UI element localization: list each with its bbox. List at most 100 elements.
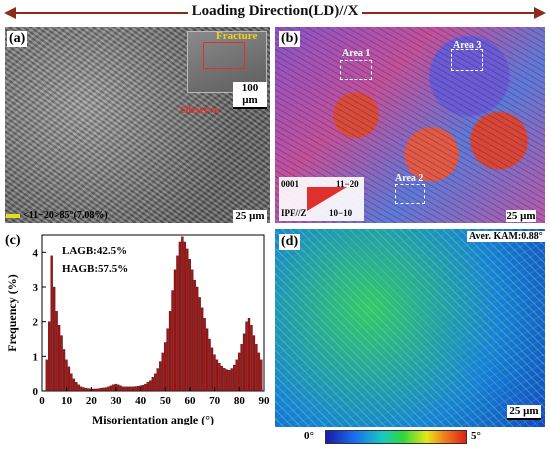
histogram-bar	[203, 318, 206, 392]
colorbar-max-label: 5°	[471, 430, 481, 442]
histogram-bar	[124, 386, 127, 392]
ipf-0001-label: 0001	[281, 179, 299, 189]
histogram-bar	[176, 255, 179, 392]
histogram-bar	[205, 328, 209, 392]
x-tick-label: 10	[61, 395, 73, 407]
histogram-bar	[75, 382, 78, 392]
ipf-title: IPF//Z	[281, 208, 307, 218]
histogram-bar	[136, 385, 140, 392]
histogram-bar	[80, 386, 83, 392]
misorientation-histogram: 0 10 20 30 40 50 60 70 80 90 0 1 2 3 4 (c) LAGB:42.5%…	[5, 233, 271, 425]
histogram-bar	[163, 342, 167, 392]
histogram-bar	[72, 378, 76, 392]
area-2-label: Area 2	[395, 173, 424, 184]
x-tick-label: 80	[234, 395, 246, 407]
histogram-bar	[99, 388, 103, 392]
x-tick-label: 20	[86, 395, 98, 407]
histogram-bar	[247, 318, 251, 392]
histogram-bar	[245, 321, 248, 392]
histogram-bar	[173, 269, 177, 392]
histogram-bar	[109, 385, 113, 392]
x-tick-label: 70	[209, 395, 221, 407]
histogram-bar	[57, 324, 61, 392]
histogram-bar	[208, 338, 211, 392]
ipf-1120-label: 11−20	[336, 179, 359, 189]
histogram-bar	[188, 259, 191, 392]
y-tick-label: 0	[33, 386, 39, 398]
histogram-bar	[237, 352, 241, 392]
histogram-bar	[168, 311, 172, 392]
histogram-bar	[65, 359, 68, 392]
histogram-bar	[117, 384, 120, 392]
histogram-bar	[220, 365, 224, 392]
kam-colorbar	[325, 430, 467, 444]
y-axis-ticks: 0 1 2 3 4	[33, 247, 46, 398]
histogram-bar	[107, 386, 110, 392]
histogram-bar	[67, 366, 71, 392]
panel-d-kam-map: (d) Aver. KAM:0.88° 25 μm	[275, 229, 545, 427]
histogram-bar	[82, 387, 85, 392]
histogram-bar	[242, 333, 246, 392]
x-tick-label: 0	[39, 395, 45, 407]
histogram-bar	[146, 382, 150, 392]
panel-d-label: (d)	[279, 234, 301, 250]
y-tick-label: 2	[33, 317, 39, 329]
histogram-bar	[240, 344, 243, 392]
panel-a-scale-bar: 25 μm	[233, 210, 267, 223]
histogram-bar	[193, 279, 196, 392]
area-1-box	[340, 60, 372, 80]
histogram-bar	[60, 335, 63, 392]
histogram-bar	[87, 388, 90, 392]
histogram-bar	[200, 307, 204, 392]
ipf-color-key: 0001 11−20 IPF//Z 10−10	[279, 177, 364, 221]
fracture-label: Fracture	[216, 30, 258, 42]
observe-label: Observe	[180, 104, 220, 116]
inset-scale-bar: 100 μm	[233, 82, 267, 109]
histogram-bar	[161, 352, 164, 392]
panel-b-scale-bar: 25 μm	[503, 210, 539, 223]
histogram-bar	[225, 369, 228, 392]
histogram-bar	[252, 335, 256, 392]
histogram-bar	[119, 385, 122, 392]
legend-text: <11−20>85°(7.08%)	[23, 210, 108, 221]
arrow-right-head	[534, 7, 546, 19]
histogram-bar	[181, 236, 184, 392]
panel-a-legend: <11−20>85°(7.08%)	[6, 210, 108, 221]
average-kam-label: Aver. KAM:0.88°	[467, 231, 545, 242]
histogram-bar	[218, 363, 221, 392]
histogram-bar	[235, 359, 238, 392]
panel-b-label: (b)	[279, 31, 301, 47]
observe-region-box	[203, 42, 245, 69]
histogram-bar	[112, 384, 115, 392]
panel-b-ipf-map: (b) Area 1 Area 3 Area 2 0001 11−20 IPF/…	[275, 27, 545, 223]
x-tick-label: 90	[259, 395, 271, 407]
histogram-bar	[122, 386, 125, 392]
histogram-bar	[196, 286, 199, 392]
colorbar-min-label: 0°	[304, 430, 314, 442]
histogram-bar	[85, 388, 88, 392]
histogram-bar	[149, 380, 152, 392]
histogram-bar	[62, 349, 66, 392]
histogram-bar	[210, 347, 214, 392]
histogram-bar	[50, 255, 53, 392]
panel-c-label: (c)	[5, 233, 21, 248]
y-tick-label: 3	[33, 282, 39, 294]
lagb-annotation: LAGB:42.5%	[62, 245, 127, 257]
panel-a-label: (a)	[7, 31, 28, 47]
histogram-bar	[186, 248, 189, 392]
histogram-bar	[215, 359, 219, 392]
histogram-bar	[134, 386, 137, 392]
histogram-bar	[178, 241, 182, 392]
histogram-bar	[104, 387, 108, 392]
area-3-label: Area 3	[453, 40, 482, 51]
histogram-bar	[129, 386, 132, 392]
plot-area-frame	[41, 234, 265, 392]
histogram-bar	[198, 297, 201, 392]
histogram-bar	[77, 384, 80, 392]
x-tick-label: 60	[185, 395, 197, 407]
legend-swatch	[6, 213, 20, 218]
ipf-1010-label: 10−10	[329, 208, 353, 218]
hagb-annotation: HAGB:57.5%	[62, 263, 128, 275]
area-2-box	[395, 184, 425, 204]
histogram-bar	[92, 388, 95, 392]
